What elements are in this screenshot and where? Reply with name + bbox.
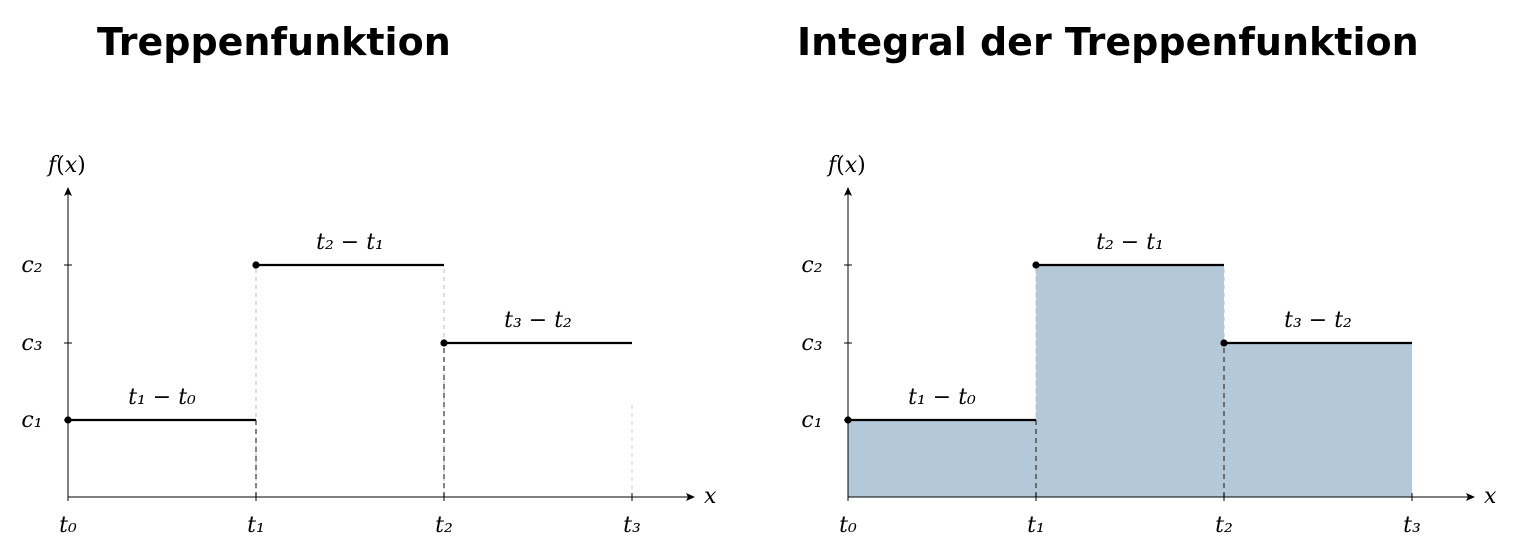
y-tick-label-c3: c₃ xyxy=(21,331,42,356)
y-axis-label: f(x) xyxy=(46,153,86,178)
y-tick-label-c2: c₂ xyxy=(801,253,822,278)
segment-label-2: t₂ − t₁ xyxy=(316,230,384,255)
area-fill-1 xyxy=(848,420,1036,497)
segment-label-1: t₁ − t₀ xyxy=(128,385,196,410)
segment-label-1: t₁ − t₀ xyxy=(908,385,976,410)
x-tick-label-t0: t₀ xyxy=(839,513,857,538)
y-tick-label-c1: c₁ xyxy=(21,408,42,433)
x-tick-label-t2: t₂ xyxy=(435,513,453,538)
chart-0-plot: x f(x) t₀ t₁ t₂ t₃ c₁ c₃ c₂ t₁ − t₀ t₂ − t₁ t₃ − t₂ xyxy=(21,153,717,538)
x-tick-label-t1: t₁ xyxy=(1027,513,1045,538)
x-tick-label-t2: t₂ xyxy=(1215,513,1233,538)
right-chart-title: Integral der Treppenfunktion xyxy=(797,20,1419,64)
area-fill-3 xyxy=(1224,343,1412,497)
step-function-chart: x f(x) t₀ t₁ t₂ t₃ c₁ c₃ c₂ t₁ − t₀ t₂ − t₁ t₃ − t₂ xyxy=(21,153,717,538)
area-fill-2 xyxy=(1036,265,1224,497)
chart-1-plot: x f(x) t₀ t₁ t₂ t₃ c₁ c₃ c₂ t₁ − t₀ t₂ − t₁ t₃ − t₂ xyxy=(801,153,1497,538)
step-dot-3 xyxy=(1220,339,1228,347)
x-tick-label-t3: t₃ xyxy=(623,513,641,538)
y-tick-label-c2: c₂ xyxy=(21,253,42,278)
x-tick-label-t1: t₁ xyxy=(247,513,265,538)
step-dot-2 xyxy=(1032,261,1040,269)
y-tick-label-c3: c₃ xyxy=(801,331,822,356)
segment-label-3: t₃ − t₂ xyxy=(504,308,572,333)
segment-label-2: t₂ − t₁ xyxy=(1096,230,1164,255)
x-axis-label: x xyxy=(704,484,717,509)
x-tick-label-t0: t₀ xyxy=(59,513,77,538)
segment-label-3: t₃ − t₂ xyxy=(1284,308,1352,333)
y-tick-label-c1: c₁ xyxy=(801,408,822,433)
step-dot-1 xyxy=(64,416,72,424)
x-axis-label: x xyxy=(1484,484,1497,509)
x-axis-arrow xyxy=(1466,493,1475,501)
x-axis-arrow xyxy=(686,493,695,501)
step-function-integral-chart: x f(x) t₀ t₁ t₂ t₃ c₁ c₃ c₂ t₁ − t₀ t₂ − t₁ t₃ − t₂ xyxy=(801,153,1497,538)
left-chart-title: Treppenfunktion xyxy=(97,20,451,64)
y-axis-arrow xyxy=(844,187,852,196)
step-dot-3 xyxy=(440,339,448,347)
y-axis-arrow xyxy=(64,187,72,196)
step-dot-2 xyxy=(252,261,260,269)
x-tick-label-t3: t₃ xyxy=(1403,513,1421,538)
y-axis-label: f(x) xyxy=(826,153,866,178)
step-dot-1 xyxy=(844,416,852,424)
